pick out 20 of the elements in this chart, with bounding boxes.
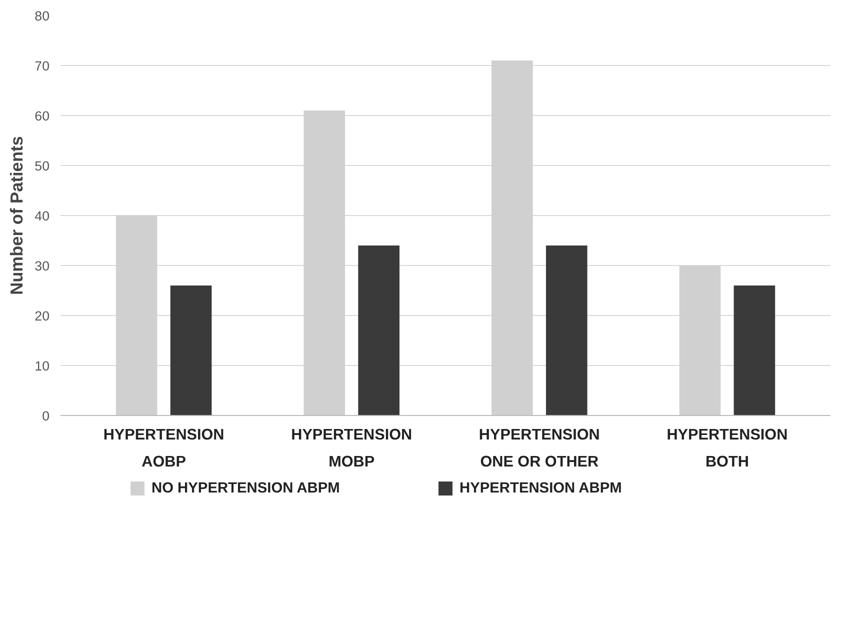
x-tick-label: HYPERTENSION BOTH [666,426,788,471]
legend-label: HYPERTENSION ABPM [460,480,622,496]
y-tick-label: 20 [34,308,50,324]
bar [734,286,776,416]
bar [358,246,400,416]
y-tick-label: 80 [34,8,50,24]
y-tick-label: 10 [34,358,50,374]
y-tick-label: 50 [34,158,50,174]
x-tick-label: HYPERTENSION MOBP [291,426,412,471]
x-tick-label: HYPERTENSION ONE OR OTHER [478,426,600,471]
bar [170,286,212,416]
y-tick-label: 60 [34,108,50,124]
bar [546,246,588,416]
y-tick-label: 0 [42,408,50,424]
x-tick-label: HYPERTENSION AOBP [103,426,224,471]
legend-label: NO HYPERTENSION ABPM [152,480,340,496]
y-tick-label: 30 [34,258,50,274]
y-tick-label: 70 [34,58,50,74]
y-tick-label: 40 [34,208,50,224]
y-axis-title: Number of Patients [6,136,27,295]
